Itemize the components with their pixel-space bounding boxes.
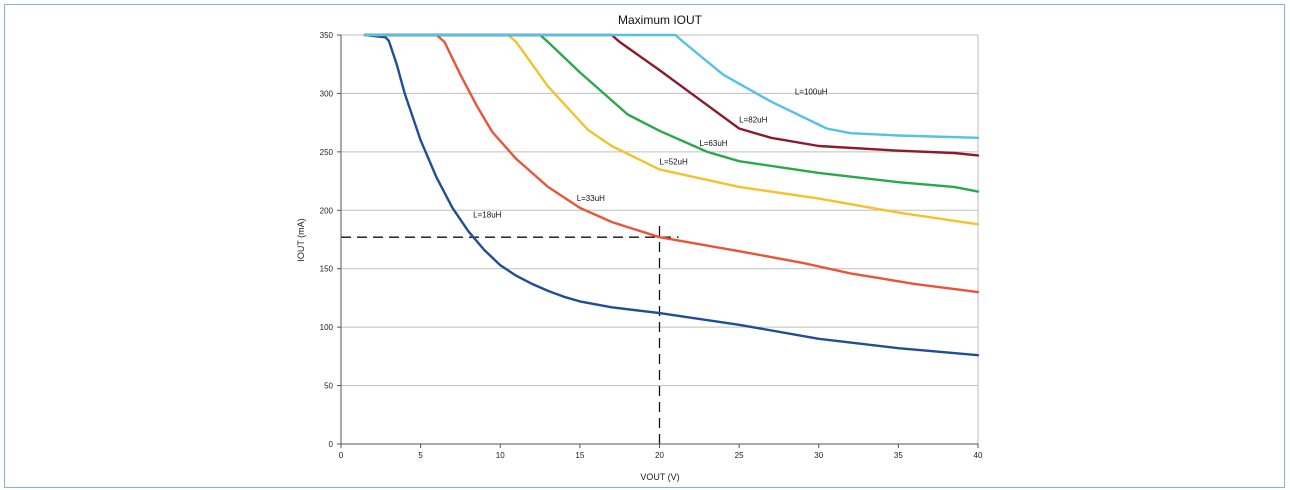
chart-frame [4,4,1285,488]
series-line-l-18uh [363,33,980,357]
series-line-l-100uh [363,33,980,140]
grid [340,34,979,445]
x-tick-label: 10 [496,451,505,460]
series-line-l-52uh [363,33,980,226]
x-tick-label: 15 [575,451,584,460]
series-annotation: L=18uH [473,210,501,219]
y-tick-label: 0 [329,440,334,449]
series-line-l-63uh [363,33,980,193]
annotations: L=18uH L=33uH L=52uH L=63uH L=82uH L=100uH [473,88,828,220]
x-tick-label: 20 [655,451,664,460]
plot-area [340,34,979,445]
series-line-l-33uh [363,33,980,294]
chart-title: Maximum IOUT [618,13,703,27]
y-tick-label: 300 [320,89,334,98]
y-tick-label: 350 [320,31,334,40]
axes: 0 50 100 150 200 250 300 350 0 5 10 15 20 25 30 35 40 [320,31,983,460]
x-tick-label: 30 [814,451,823,460]
x-tick-label: 40 [974,451,983,460]
series-line-l-82uh [363,33,980,157]
series-annotation: L=82uH [739,116,767,125]
y-tick-label: 150 [320,265,334,274]
x-tick-label: 25 [735,451,744,460]
x-tick-label: 35 [894,451,903,460]
x-axis-label: VOUT (V) [640,472,679,482]
reference-lines [341,221,679,444]
series-group [363,33,980,357]
series-annotation: L=100uH [795,88,828,97]
series-annotation: L=52uH [660,158,688,167]
y-tick-label: 50 [324,382,333,391]
y-tick-label: 200 [320,206,334,215]
series-annotation: L=63uH [699,139,727,148]
series-annotation: L=33uH [577,194,605,203]
y-tick-label: 100 [320,323,334,332]
y-axis-label: IOUT (mA) [296,218,306,261]
x-tick-label: 5 [418,451,423,460]
y-tick-label: 250 [320,148,334,157]
x-tick-label: 0 [339,451,344,460]
